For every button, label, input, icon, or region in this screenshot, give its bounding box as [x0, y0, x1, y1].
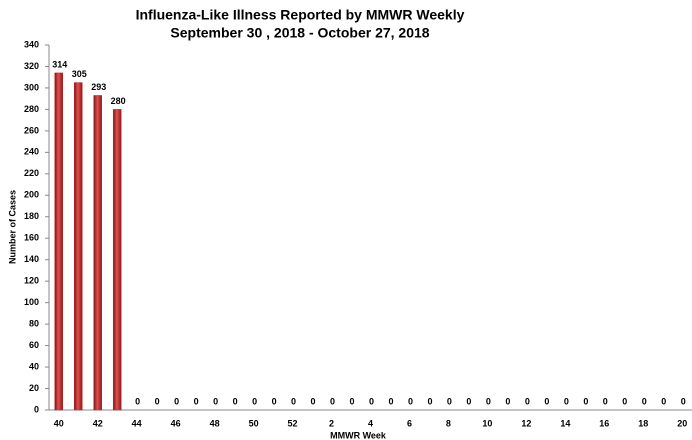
x-tick-label: 2 — [329, 418, 334, 428]
y-tick-label: 120 — [24, 276, 39, 286]
data-label: 0 — [525, 396, 530, 406]
data-label: 0 — [661, 396, 666, 406]
data-label: 0 — [350, 396, 355, 406]
data-label: 0 — [642, 396, 647, 406]
y-tick-label: 220 — [24, 168, 39, 178]
data-label: 0 — [681, 396, 686, 406]
x-tick-label: 8 — [446, 418, 451, 428]
y-tick-label: 40 — [29, 361, 39, 371]
x-tick-label: 4 — [368, 418, 373, 428]
x-tick-label: 42 — [93, 418, 103, 428]
x-tick-label: 16 — [599, 418, 609, 428]
chart-title: Influenza-Like Illness Reported by MMWR … — [136, 7, 465, 23]
data-label: 280 — [111, 96, 126, 106]
data-label: 305 — [72, 69, 87, 79]
x-tick-label: 10 — [482, 418, 492, 428]
y-axis-title: Number of Cases — [7, 190, 17, 264]
y-tick-label: 100 — [24, 297, 39, 307]
y-tick-label: 280 — [24, 104, 39, 114]
y-tick-label: 260 — [24, 125, 39, 135]
y-tick-label: 320 — [24, 61, 39, 71]
data-label: 0 — [213, 396, 218, 406]
data-label: 0 — [233, 396, 238, 406]
data-label: 0 — [544, 396, 549, 406]
x-tick-label: 40 — [54, 418, 64, 428]
data-label: 0 — [252, 396, 257, 406]
data-label: 0 — [486, 396, 491, 406]
data-label: 0 — [174, 396, 179, 406]
x-tick-label: 50 — [249, 418, 259, 428]
x-tick-label: 18 — [638, 418, 648, 428]
x-axis-title: MMWR Week — [330, 430, 387, 440]
bar — [54, 72, 63, 411]
data-label: 0 — [388, 396, 393, 406]
data-label: 0 — [369, 396, 374, 406]
data-label: 0 — [466, 396, 471, 406]
x-tick-label: 12 — [521, 418, 531, 428]
x-tick-label: 46 — [171, 418, 181, 428]
data-label: 314 — [52, 59, 67, 69]
y-tick-label: 80 — [29, 318, 39, 328]
data-label: 293 — [91, 82, 106, 92]
data-label: 0 — [505, 396, 510, 406]
data-label: 0 — [194, 396, 199, 406]
x-tick-label: 14 — [560, 418, 570, 428]
x-tick-label: 6 — [407, 418, 412, 428]
y-tick-label: 300 — [24, 82, 39, 92]
y-tick-label: 200 — [24, 190, 39, 200]
y-tick-label: 60 — [29, 340, 39, 350]
data-label: 0 — [583, 396, 588, 406]
y-tick-label: 20 — [29, 383, 39, 393]
data-label: 0 — [330, 396, 335, 406]
data-label: 0 — [564, 396, 569, 406]
chart-subtitle: September 30 , 2018 - October 27, 2018 — [170, 25, 429, 41]
y-tick-label: 180 — [24, 211, 39, 221]
y-tick-label: 240 — [24, 147, 39, 157]
data-label: 0 — [155, 396, 160, 406]
data-label: 0 — [622, 396, 627, 406]
data-label: 0 — [135, 396, 140, 406]
y-tick-label: 0 — [34, 404, 39, 414]
bar — [73, 82, 83, 411]
bar — [93, 95, 102, 411]
y-tick-label: 140 — [24, 254, 39, 264]
y-tick-label: 160 — [24, 233, 39, 243]
data-label: 0 — [603, 396, 608, 406]
x-tick-label: 44 — [132, 418, 142, 428]
data-label: 0 — [272, 396, 277, 406]
x-tick-label: 52 — [288, 418, 298, 428]
y-tick-label: 340 — [24, 39, 39, 49]
x-tick-label: 20 — [677, 418, 687, 428]
x-tick-label: 48 — [210, 418, 220, 428]
data-label: 0 — [291, 396, 296, 406]
data-label: 0 — [311, 396, 316, 406]
data-label: 0 — [408, 396, 413, 406]
bar — [112, 109, 122, 411]
data-label: 0 — [427, 396, 432, 406]
data-label: 0 — [447, 396, 452, 406]
